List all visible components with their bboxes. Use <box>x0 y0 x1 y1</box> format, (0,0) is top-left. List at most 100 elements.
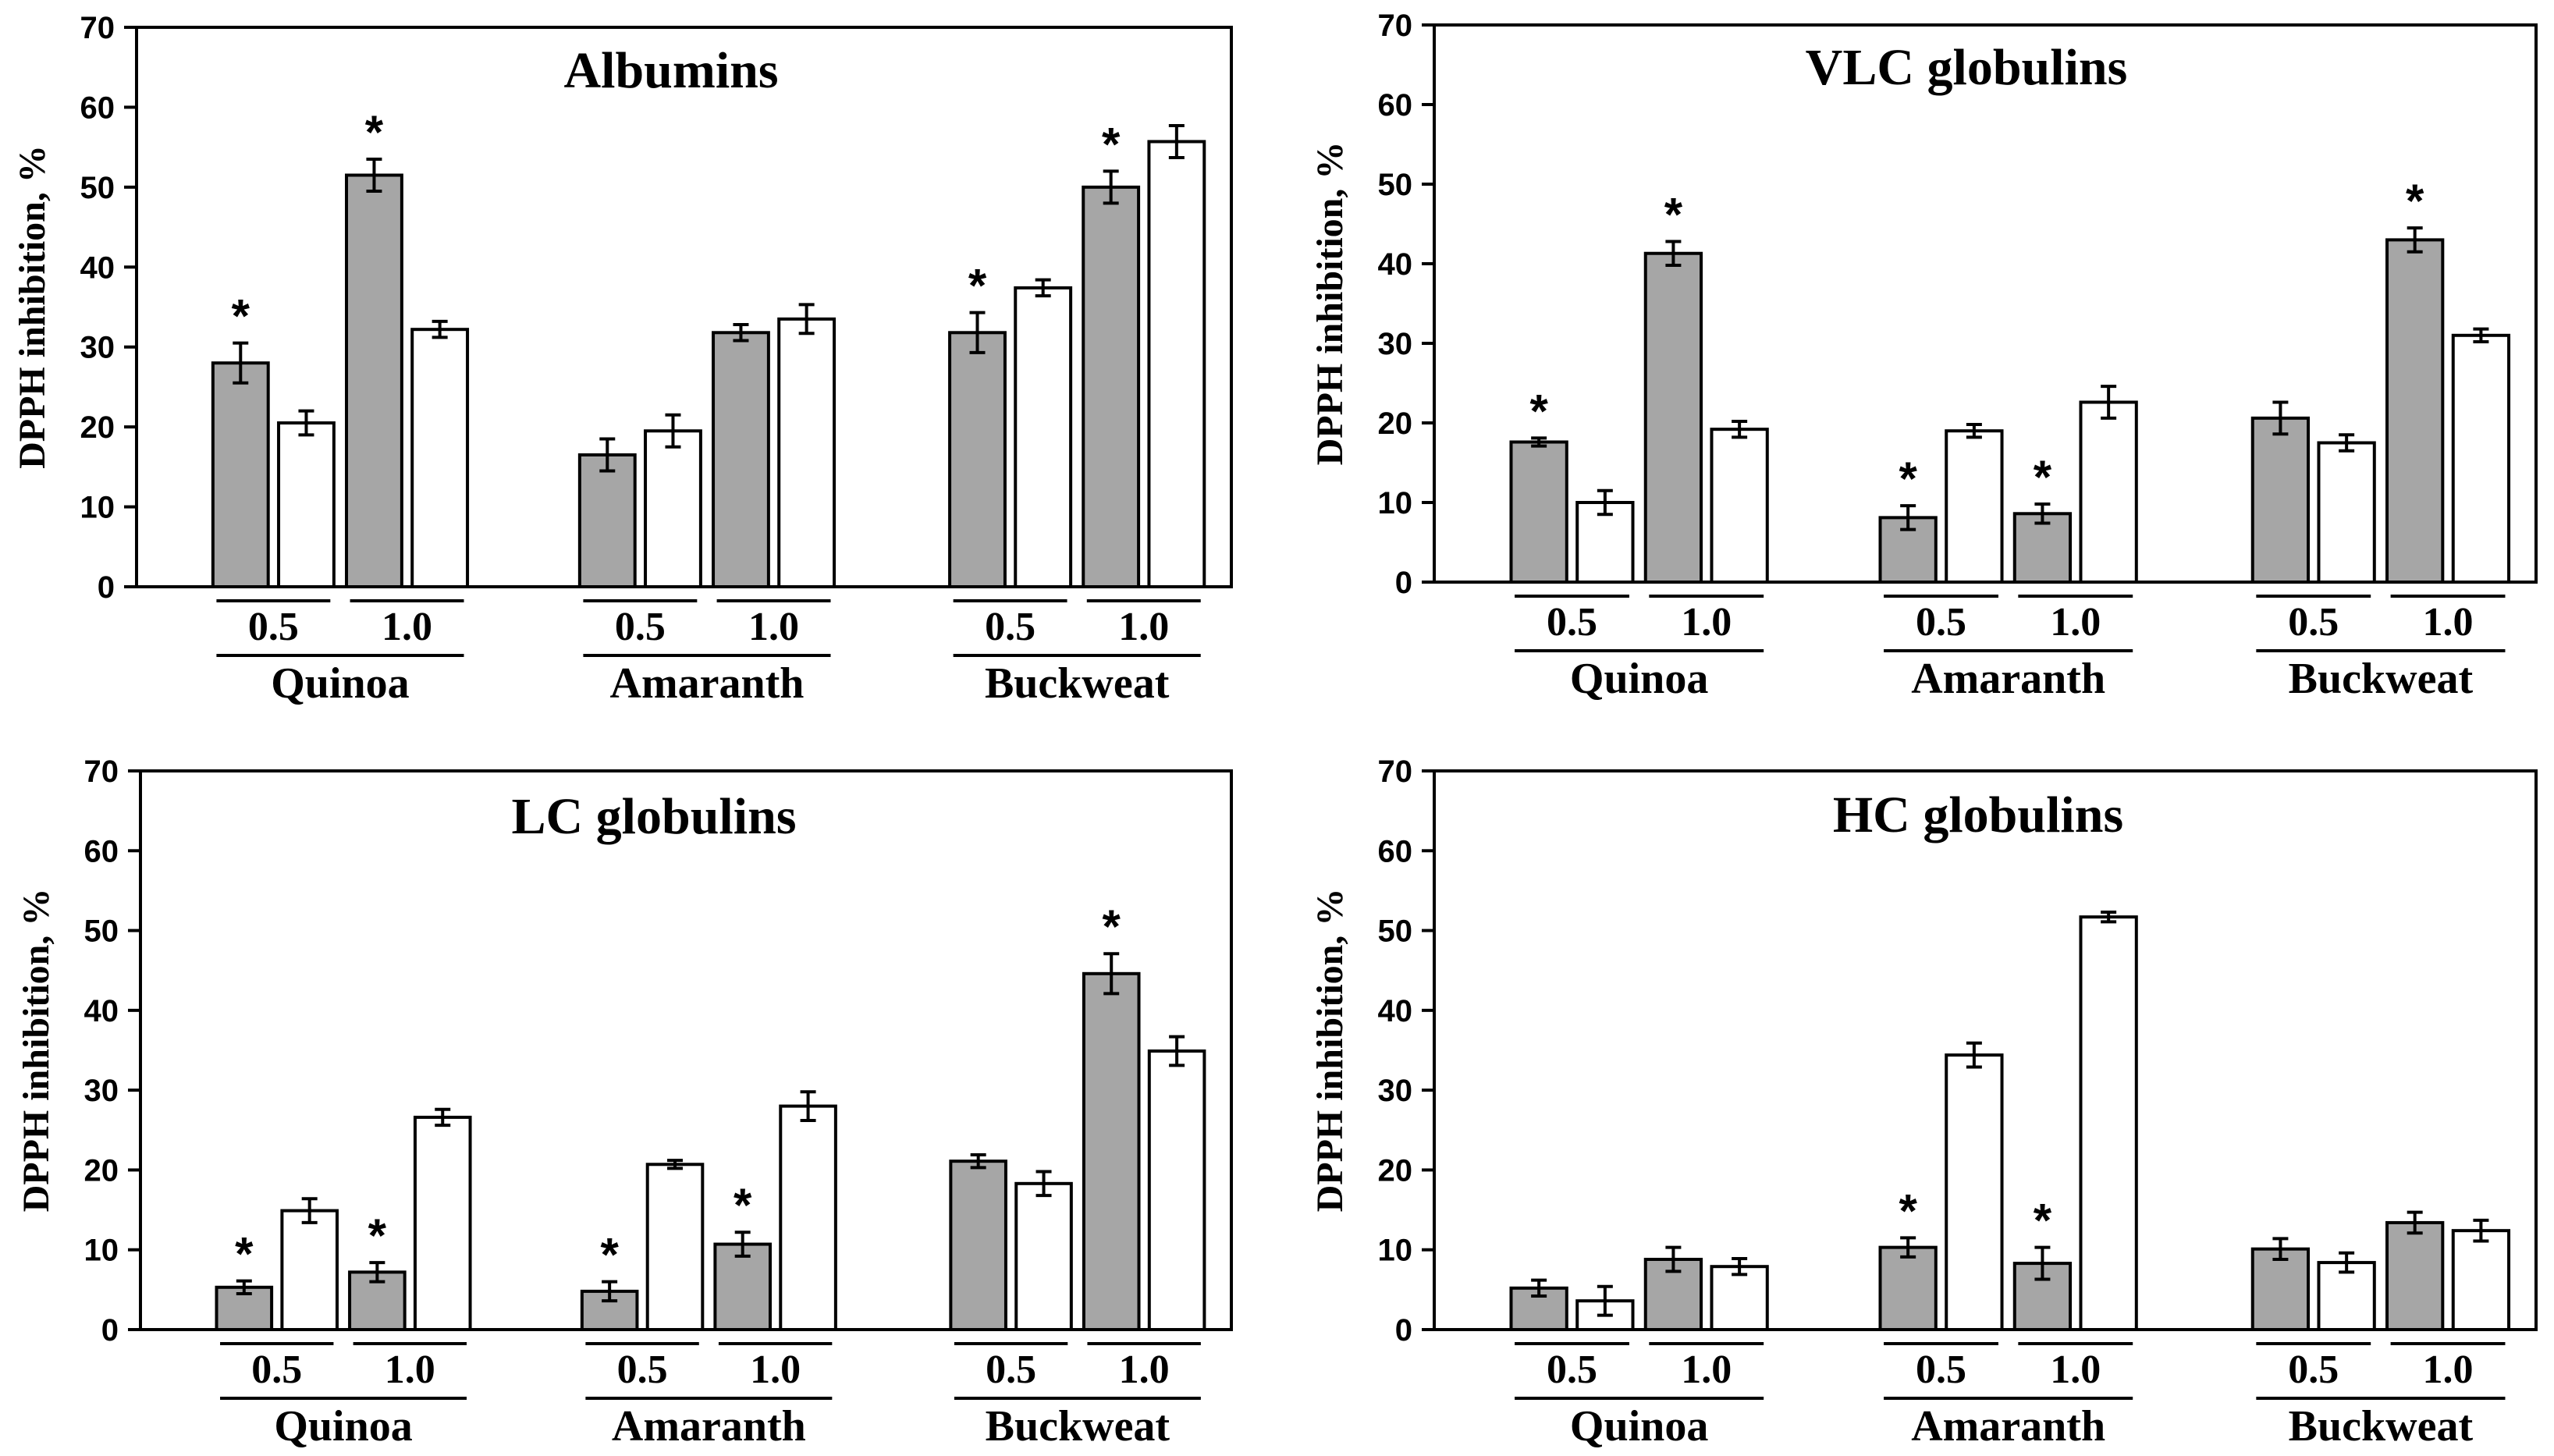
dose-label: 1.0 <box>1681 1348 1732 1392</box>
bar-filled <box>712 331 770 588</box>
dose-label: 0.5 <box>985 605 1035 649</box>
group-label: Quinoa <box>1570 655 1708 703</box>
chart-title: HC globulins <box>1833 787 2123 843</box>
significance-star: * <box>365 106 384 158</box>
bar-open <box>280 1209 339 1331</box>
dose-label: 0.5 <box>1547 1348 1597 1392</box>
significance-star: * <box>368 1209 387 1262</box>
y-tick-label: 0 <box>1395 1313 1412 1348</box>
dose-label: 0.5 <box>2288 600 2339 645</box>
group-label: Quinoa <box>274 1402 412 1451</box>
y-tick-label: 70 <box>1378 9 1413 43</box>
significance-star: * <box>232 290 250 343</box>
dose-label: 1.0 <box>748 605 799 649</box>
bar-filled <box>949 1159 1007 1331</box>
chart-panel-2: 0 10 20 30 40 50 60 70 DPPH inhibition, % VLC glo… <box>1309 9 2538 703</box>
significance-star: * <box>1899 1184 1917 1237</box>
bar-filled <box>345 173 403 588</box>
dose-label: 0.5 <box>617 1348 668 1392</box>
bar-open <box>1945 429 2004 584</box>
dose-label: 1.0 <box>1118 605 1169 649</box>
group-label: Quinoa <box>1570 1402 1708 1451</box>
y-tick-label: 50 <box>84 914 119 949</box>
dose-label: 1.0 <box>2423 600 2474 645</box>
dose-label: 1.0 <box>750 1348 801 1392</box>
y-tick-label: 40 <box>80 250 115 285</box>
bar-filled <box>2250 416 2311 584</box>
bar-filled <box>1878 1245 1938 1332</box>
dose-label: 1.0 <box>1681 600 1732 645</box>
y-tick-label: 0 <box>1395 566 1412 600</box>
dose-label: 0.5 <box>1547 600 1597 645</box>
bar-filled <box>2385 238 2445 584</box>
y-axis-label: DPPH inhibition, % <box>1309 142 1351 466</box>
chart-title: LC globulins <box>512 788 797 845</box>
y-tick-label: 70 <box>1378 755 1413 789</box>
bar-open <box>2079 400 2138 584</box>
y-tick-label: 60 <box>1378 834 1413 868</box>
bar-open <box>2317 441 2376 584</box>
y-tick-label: 20 <box>84 1153 119 1188</box>
y-tick-label: 10 <box>1378 1234 1413 1268</box>
bar-open <box>2317 1261 2376 1331</box>
significance-star: * <box>734 1179 752 1231</box>
significance-star: * <box>1102 118 1121 170</box>
y-tick-label: 30 <box>1378 327 1413 361</box>
y-tick-label: 50 <box>1378 168 1413 202</box>
bar-open <box>645 1163 705 1331</box>
group-label: Amaranth <box>612 1402 806 1451</box>
group-label: Quinoa <box>271 659 409 708</box>
dose-label: 0.5 <box>1916 1348 1966 1392</box>
group-label: Buckweat <box>2289 655 2474 703</box>
bar-open <box>1147 140 1206 589</box>
y-tick-label: 30 <box>84 1074 119 1108</box>
y-tick-label: 60 <box>80 91 115 125</box>
dose-label: 1.0 <box>1119 1348 1170 1392</box>
chart-panel-4: 0 10 20 30 40 50 60 70 DPPH inhibition, % HC glob… <box>1309 755 2538 1451</box>
significance-star: * <box>2406 175 2424 227</box>
group-label: Buckweat <box>985 659 1170 708</box>
chart-title: Albumins <box>563 42 778 99</box>
significance-star: * <box>2034 451 2052 503</box>
dose-label: 0.5 <box>986 1348 1036 1392</box>
significance-star: * <box>600 1229 619 1281</box>
y-tick-label: 60 <box>84 834 119 868</box>
y-tick-label: 20 <box>80 410 115 445</box>
bar-filled <box>1082 971 1141 1331</box>
bar-open <box>644 429 702 588</box>
bar-open <box>410 328 470 588</box>
bar-open <box>777 317 837 588</box>
dose-label: 0.5 <box>248 605 299 649</box>
bar-filled <box>2250 1247 2311 1331</box>
y-tick-label: 50 <box>1378 914 1413 949</box>
bar-filled <box>2012 512 2073 584</box>
bar-filled <box>1082 185 1141 589</box>
bar-open <box>1710 1265 1769 1332</box>
y-tick-label: 40 <box>1378 247 1413 282</box>
y-tick-label: 40 <box>84 994 119 1028</box>
dose-label: 0.5 <box>2288 1348 2339 1392</box>
bar-open <box>277 421 336 588</box>
dose-label: 0.5 <box>615 605 666 649</box>
dose-label: 1.0 <box>2050 600 2101 645</box>
bar-filled <box>577 453 637 588</box>
group-label: Amaranth <box>610 659 805 708</box>
dose-label: 1.0 <box>385 1348 435 1392</box>
y-tick-label: 20 <box>1378 1153 1413 1188</box>
chart-panel-3: 0 10 20 30 40 50 60 70 DPPH inhibition, % LC glob… <box>16 755 1233 1451</box>
significance-star: * <box>1664 188 1683 240</box>
bar-filled <box>948 331 1007 588</box>
y-tick-label: 40 <box>1378 994 1413 1028</box>
y-tick-label: 70 <box>80 11 115 45</box>
bar-open <box>1014 286 1073 588</box>
significance-star: * <box>1529 385 1548 437</box>
bar-open <box>1014 1181 1073 1331</box>
y-tick-label: 50 <box>80 171 115 205</box>
bar-filled <box>1643 251 1703 584</box>
y-tick-label: 10 <box>80 491 115 525</box>
y-tick-label: 20 <box>1378 407 1413 441</box>
significance-star: * <box>968 260 987 312</box>
significance-star: * <box>1899 453 1917 505</box>
y-tick-label: 30 <box>80 331 115 365</box>
dose-label: 1.0 <box>2423 1348 2474 1392</box>
